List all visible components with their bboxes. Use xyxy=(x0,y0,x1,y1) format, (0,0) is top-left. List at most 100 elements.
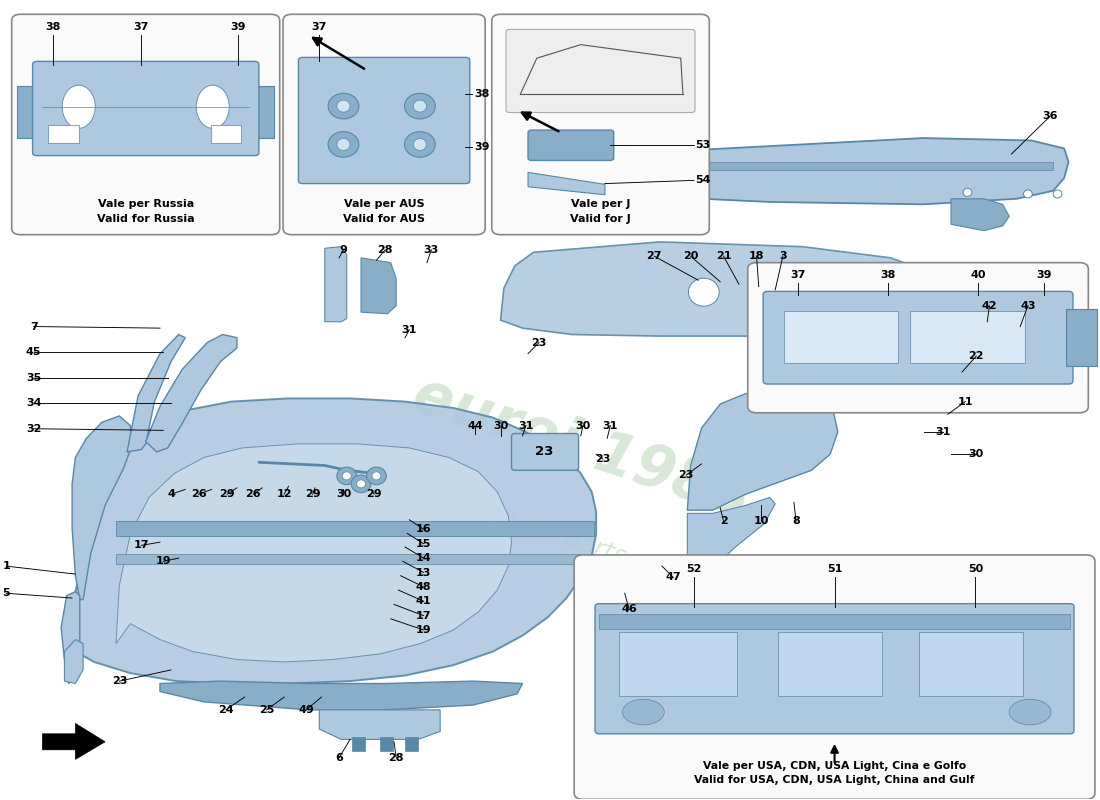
Ellipse shape xyxy=(1023,190,1032,198)
Text: 21: 21 xyxy=(716,251,732,262)
Bar xyxy=(18,86,42,138)
Polygon shape xyxy=(952,198,1009,230)
Polygon shape xyxy=(65,639,84,683)
Text: 1: 1 xyxy=(2,561,10,571)
Text: 9: 9 xyxy=(340,245,348,255)
Ellipse shape xyxy=(372,472,381,480)
Text: 50: 50 xyxy=(968,564,983,574)
Text: 13: 13 xyxy=(416,567,431,578)
Bar xyxy=(911,310,1025,363)
Polygon shape xyxy=(69,398,596,683)
FancyBboxPatch shape xyxy=(506,30,695,113)
Bar xyxy=(680,162,1053,170)
Text: 14: 14 xyxy=(416,553,431,563)
Text: 26: 26 xyxy=(245,490,261,499)
Bar xyxy=(116,554,594,564)
Polygon shape xyxy=(528,172,605,194)
Text: 19: 19 xyxy=(416,625,431,635)
Text: 4: 4 xyxy=(167,490,175,499)
Text: Vale per AUS: Vale per AUS xyxy=(344,199,425,210)
Ellipse shape xyxy=(63,85,96,128)
Ellipse shape xyxy=(342,472,351,480)
Text: 19: 19 xyxy=(155,556,172,566)
Text: 39: 39 xyxy=(474,142,490,152)
Ellipse shape xyxy=(855,283,882,309)
Bar xyxy=(48,126,79,143)
Text: 29: 29 xyxy=(366,490,382,499)
Bar xyxy=(352,737,365,751)
FancyBboxPatch shape xyxy=(574,555,1094,799)
Ellipse shape xyxy=(405,132,436,158)
Bar xyxy=(784,310,899,363)
Polygon shape xyxy=(116,444,512,662)
Text: 47: 47 xyxy=(666,572,681,582)
Text: Valid for AUS: Valid for AUS xyxy=(343,214,425,224)
Polygon shape xyxy=(73,416,132,600)
Text: 49: 49 xyxy=(298,705,314,715)
Text: 45: 45 xyxy=(26,347,42,357)
Text: 31: 31 xyxy=(936,427,952,437)
Bar xyxy=(405,737,418,751)
Text: 51: 51 xyxy=(827,564,843,574)
Text: 33: 33 xyxy=(424,245,439,255)
Text: 18: 18 xyxy=(749,251,764,262)
Polygon shape xyxy=(669,138,1068,204)
Bar xyxy=(379,737,393,751)
Text: 30: 30 xyxy=(969,450,983,459)
Text: 43: 43 xyxy=(1020,301,1035,310)
Text: 37: 37 xyxy=(311,22,327,32)
Text: 23: 23 xyxy=(531,338,547,347)
Text: 31: 31 xyxy=(603,421,618,430)
Text: 31: 31 xyxy=(518,421,534,430)
Text: 44: 44 xyxy=(468,421,483,430)
Polygon shape xyxy=(500,242,944,336)
Text: 41: 41 xyxy=(416,596,431,606)
Text: 53: 53 xyxy=(695,140,711,150)
Text: Vale per Russia: Vale per Russia xyxy=(98,199,194,210)
Bar xyxy=(778,631,881,696)
Text: 26: 26 xyxy=(190,490,207,499)
Text: 22: 22 xyxy=(968,351,984,361)
Text: 15: 15 xyxy=(416,538,431,549)
Polygon shape xyxy=(62,592,80,670)
Ellipse shape xyxy=(337,138,350,150)
Text: 29: 29 xyxy=(305,490,320,499)
Text: 25: 25 xyxy=(258,705,274,715)
Polygon shape xyxy=(688,498,776,572)
Text: 54: 54 xyxy=(695,175,711,186)
Text: 27: 27 xyxy=(647,251,662,262)
FancyBboxPatch shape xyxy=(298,58,470,183)
Bar xyxy=(250,86,274,138)
Text: 12: 12 xyxy=(276,490,292,499)
FancyBboxPatch shape xyxy=(763,291,1072,384)
Text: euroj 1983: euroj 1983 xyxy=(406,366,760,530)
Ellipse shape xyxy=(1009,699,1050,725)
Text: 16: 16 xyxy=(416,524,431,534)
Polygon shape xyxy=(43,723,106,759)
FancyBboxPatch shape xyxy=(33,62,258,156)
Text: 17: 17 xyxy=(133,540,150,550)
Bar xyxy=(116,522,594,536)
Bar xyxy=(1066,309,1097,366)
Ellipse shape xyxy=(1053,190,1062,198)
Text: 28: 28 xyxy=(377,245,393,255)
Text: 46: 46 xyxy=(621,604,637,614)
Bar xyxy=(600,614,1069,629)
Polygon shape xyxy=(361,258,396,314)
Text: 2: 2 xyxy=(719,516,727,526)
Polygon shape xyxy=(688,392,838,510)
Ellipse shape xyxy=(351,475,371,493)
Text: 37: 37 xyxy=(790,270,805,281)
FancyBboxPatch shape xyxy=(283,14,485,234)
Text: 38: 38 xyxy=(474,89,490,99)
Text: 52: 52 xyxy=(686,564,702,574)
Text: Valid for USA, CDN, USA Light, China and Gulf: Valid for USA, CDN, USA Light, China and… xyxy=(694,775,975,785)
Ellipse shape xyxy=(366,467,386,485)
Text: 11: 11 xyxy=(957,397,974,406)
Ellipse shape xyxy=(356,480,365,488)
Ellipse shape xyxy=(414,138,427,150)
Text: 40: 40 xyxy=(970,270,986,281)
Text: 10: 10 xyxy=(754,516,769,526)
Ellipse shape xyxy=(964,188,972,196)
Text: Vale per J: Vale per J xyxy=(571,199,630,210)
